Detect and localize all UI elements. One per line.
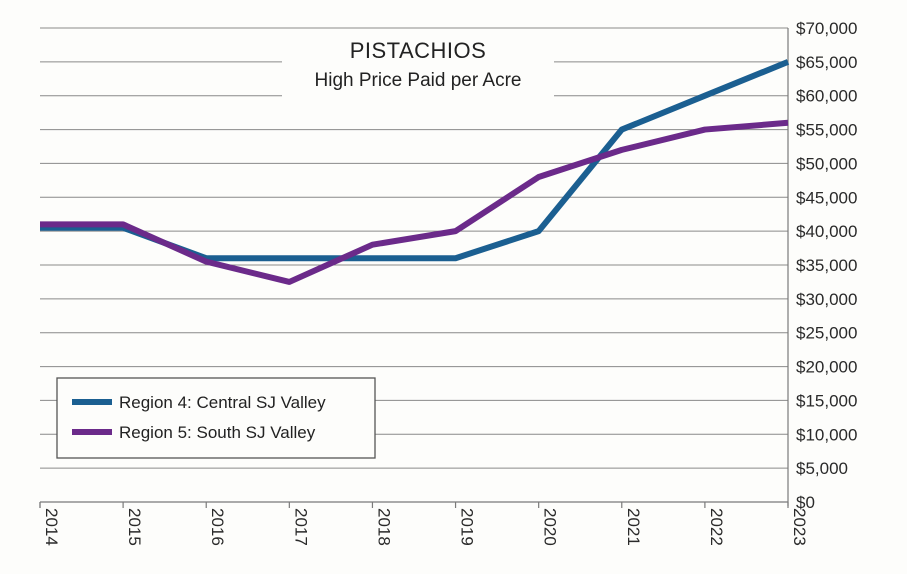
y-tick-label: $60,000 [796,87,857,106]
y-tick-label: $5,000 [796,459,848,478]
legend: Region 4: Central SJ Valley Region 5: Sou… [56,377,376,459]
y-tick-label: $70,000 [796,19,857,38]
series-lines [40,59,790,285]
y-tick-label: $35,000 [796,256,857,275]
chart-title-group: PISTACHIOS High Price Paid per Acre [282,33,554,97]
x-tick-label: 2015 [125,508,144,546]
x-tick-label: 2016 [208,508,227,546]
y-tick-label: $20,000 [796,358,857,377]
x-tick-label: 2014 [42,508,61,546]
legend-label: Region 5: South SJ Valley [119,423,316,442]
x-tick-label: 2019 [458,508,477,546]
x-tick-label: 2021 [624,508,643,546]
x-tick-label: 2020 [541,508,560,546]
x-tick-label: 2018 [374,508,393,546]
axes [39,28,789,508]
y-tick-label: $45,000 [796,188,857,207]
x-tick-labels: 2014 2015 2016 2017 2018 2019 2020 2021 2022 2023 [42,508,809,546]
x-tick-label: 2023 [790,508,809,546]
y-tick-label: $40,000 [796,222,857,241]
legend-label: Region 4: Central SJ Valley [119,393,326,412]
y-tick-labels: $0 $5,000 $10,000 $15,000 $20,000 $25,000 $30,… [796,19,857,512]
y-tick-label: $0 [796,493,815,512]
x-tick-label: 2022 [707,508,726,546]
title-background [282,33,554,97]
series-line-2 [40,119,789,285]
y-tick-label: $15,000 [796,391,857,410]
chart-subtitle: High Price Paid per Acre [315,70,522,91]
y-tick-label: $10,000 [796,425,857,444]
x-tick-label: 2017 [291,508,310,546]
legend-box [56,377,376,459]
y-tick-label: $30,000 [796,290,857,309]
y-tick-label: $50,000 [796,154,857,173]
y-tick-label: $65,000 [796,53,857,72]
y-tick-label: $25,000 [796,324,857,343]
y-tick-label: $55,000 [796,121,857,140]
chart-title: PISTACHIOS [350,38,487,63]
